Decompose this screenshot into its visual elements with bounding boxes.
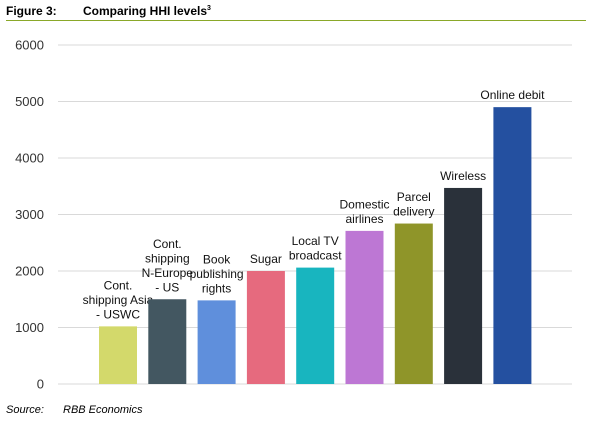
y-tick-label-3000: 3000 (15, 207, 44, 222)
category-label-2: Cont. shipping N-Europe - US (142, 237, 194, 295)
figure-title-footnote: 3 (207, 5, 211, 12)
y-tick-label-0: 0 (37, 377, 44, 392)
figure-title: Comparing HHI levels3 (83, 2, 211, 20)
bar-7 (394, 223, 433, 384)
category-label-9: Online debit (480, 88, 545, 102)
y-tick-label-6000: 6000 (15, 38, 44, 53)
figure-title-text: Comparing HHI levels (83, 4, 208, 18)
source-label: Source: (6, 404, 44, 416)
bar-9 (493, 107, 532, 385)
category-label-4: Sugar (250, 252, 282, 266)
category-label-5: Local TV broadcast (289, 234, 342, 262)
category-label-7: Parcel delivery (393, 190, 434, 219)
figure-header: Figure 3: Comparing HHI levels3 (6, 2, 586, 20)
hhi-bar-chart: 0 1000 2000 3000 4000 5000 6000 Cont. shipping A… (15, 38, 572, 392)
category-label-8: Wireless (440, 169, 486, 183)
bar-3 (197, 300, 236, 384)
source-text: RBB Economics (63, 404, 143, 416)
category-label-3: Book publishing rights (190, 252, 244, 295)
figure-number: Figure 3: (6, 4, 57, 18)
y-tick-label-2000: 2000 (15, 264, 44, 279)
bar-5 (296, 267, 335, 384)
category-label-6: Domestic airlines (339, 197, 389, 226)
bar-6 (345, 230, 384, 384)
bar-2 (148, 299, 187, 384)
header-rule (6, 20, 586, 21)
bar-4 (246, 271, 285, 384)
y-tick-label-4000: 4000 (15, 151, 44, 166)
figure-source: Source: RBB Economics (6, 402, 306, 418)
category-label-1: Cont. shipping Asia - USWC (83, 278, 154, 321)
y-tick-label-1000: 1000 (15, 320, 44, 335)
bar-8 (444, 187, 483, 384)
y-tick-label-5000: 5000 (15, 94, 44, 109)
bar-1 (99, 326, 137, 384)
